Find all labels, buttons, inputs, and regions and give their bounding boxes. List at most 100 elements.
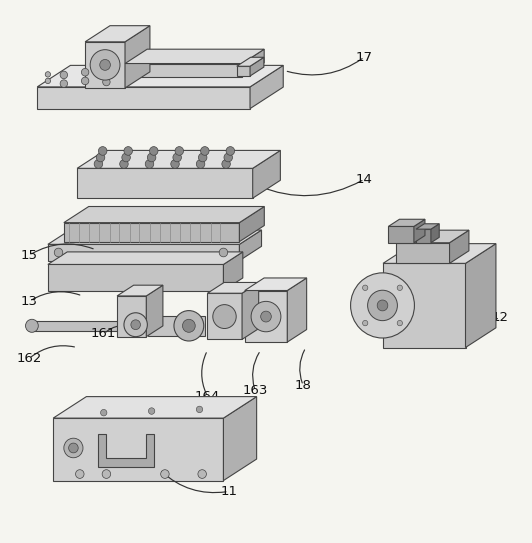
Circle shape xyxy=(69,443,78,453)
Polygon shape xyxy=(64,206,264,223)
Circle shape xyxy=(81,68,89,76)
Polygon shape xyxy=(383,244,496,263)
Polygon shape xyxy=(207,293,242,339)
Polygon shape xyxy=(237,58,264,66)
Polygon shape xyxy=(414,219,425,243)
Polygon shape xyxy=(242,49,264,77)
Circle shape xyxy=(201,147,209,155)
Circle shape xyxy=(397,285,403,291)
Polygon shape xyxy=(117,285,163,296)
Polygon shape xyxy=(77,168,253,198)
Polygon shape xyxy=(146,285,163,337)
Text: 13: 13 xyxy=(21,295,38,308)
Circle shape xyxy=(149,147,158,155)
Text: 14: 14 xyxy=(356,173,373,186)
Polygon shape xyxy=(287,278,306,342)
Text: 17: 17 xyxy=(356,50,373,64)
Circle shape xyxy=(148,408,155,414)
Text: 163: 163 xyxy=(243,384,268,397)
Text: 162: 162 xyxy=(16,352,42,365)
Polygon shape xyxy=(253,150,280,198)
Polygon shape xyxy=(416,229,431,243)
Polygon shape xyxy=(48,244,239,261)
Circle shape xyxy=(124,147,132,155)
Polygon shape xyxy=(383,263,466,348)
Circle shape xyxy=(377,300,388,311)
Polygon shape xyxy=(48,230,262,244)
Text: 18: 18 xyxy=(295,379,312,392)
Circle shape xyxy=(60,80,68,87)
Polygon shape xyxy=(53,418,223,481)
Circle shape xyxy=(182,319,195,332)
Circle shape xyxy=(226,147,235,155)
Circle shape xyxy=(174,311,204,341)
Polygon shape xyxy=(239,206,264,242)
Polygon shape xyxy=(77,150,280,168)
Circle shape xyxy=(175,147,184,155)
Circle shape xyxy=(219,248,228,257)
Circle shape xyxy=(94,160,103,168)
Polygon shape xyxy=(388,219,425,226)
Circle shape xyxy=(173,153,181,162)
Circle shape xyxy=(124,313,147,337)
Circle shape xyxy=(45,78,51,84)
Polygon shape xyxy=(29,321,120,331)
Polygon shape xyxy=(223,252,243,291)
Circle shape xyxy=(147,153,156,162)
Text: 164: 164 xyxy=(195,390,220,403)
Circle shape xyxy=(196,160,205,168)
Circle shape xyxy=(213,305,236,329)
Circle shape xyxy=(198,470,206,478)
Circle shape xyxy=(261,311,271,322)
Polygon shape xyxy=(396,230,469,243)
Polygon shape xyxy=(117,296,146,337)
Polygon shape xyxy=(98,434,154,467)
Polygon shape xyxy=(431,224,439,243)
Circle shape xyxy=(196,406,203,413)
Circle shape xyxy=(397,320,403,326)
Circle shape xyxy=(122,153,130,162)
Circle shape xyxy=(351,273,414,338)
Polygon shape xyxy=(48,264,223,291)
Polygon shape xyxy=(125,26,150,88)
Circle shape xyxy=(76,470,84,478)
Polygon shape xyxy=(64,223,239,242)
Circle shape xyxy=(100,59,111,71)
Polygon shape xyxy=(237,66,250,76)
Polygon shape xyxy=(37,65,283,87)
Circle shape xyxy=(103,70,110,77)
Circle shape xyxy=(120,160,128,168)
Text: 161: 161 xyxy=(91,327,117,340)
Polygon shape xyxy=(223,396,256,481)
Circle shape xyxy=(26,319,38,332)
Text: 11: 11 xyxy=(220,485,237,498)
Circle shape xyxy=(81,77,89,85)
Polygon shape xyxy=(85,26,150,42)
Circle shape xyxy=(45,72,51,77)
Circle shape xyxy=(224,153,232,162)
Polygon shape xyxy=(85,42,125,88)
Polygon shape xyxy=(125,49,264,64)
Circle shape xyxy=(102,470,111,478)
Circle shape xyxy=(161,470,169,478)
Circle shape xyxy=(171,160,179,168)
Circle shape xyxy=(96,153,105,162)
Polygon shape xyxy=(250,58,264,76)
Polygon shape xyxy=(239,230,262,261)
Polygon shape xyxy=(207,282,259,293)
Polygon shape xyxy=(125,64,242,77)
Polygon shape xyxy=(37,87,250,109)
Polygon shape xyxy=(250,65,283,109)
Circle shape xyxy=(101,409,107,416)
Circle shape xyxy=(98,147,107,155)
Polygon shape xyxy=(245,278,306,291)
Circle shape xyxy=(222,160,230,168)
Circle shape xyxy=(251,301,281,332)
Polygon shape xyxy=(148,316,205,336)
Circle shape xyxy=(198,153,207,162)
Polygon shape xyxy=(466,244,496,348)
Circle shape xyxy=(368,290,397,320)
Polygon shape xyxy=(388,226,414,243)
Circle shape xyxy=(131,320,140,330)
Circle shape xyxy=(60,71,68,79)
